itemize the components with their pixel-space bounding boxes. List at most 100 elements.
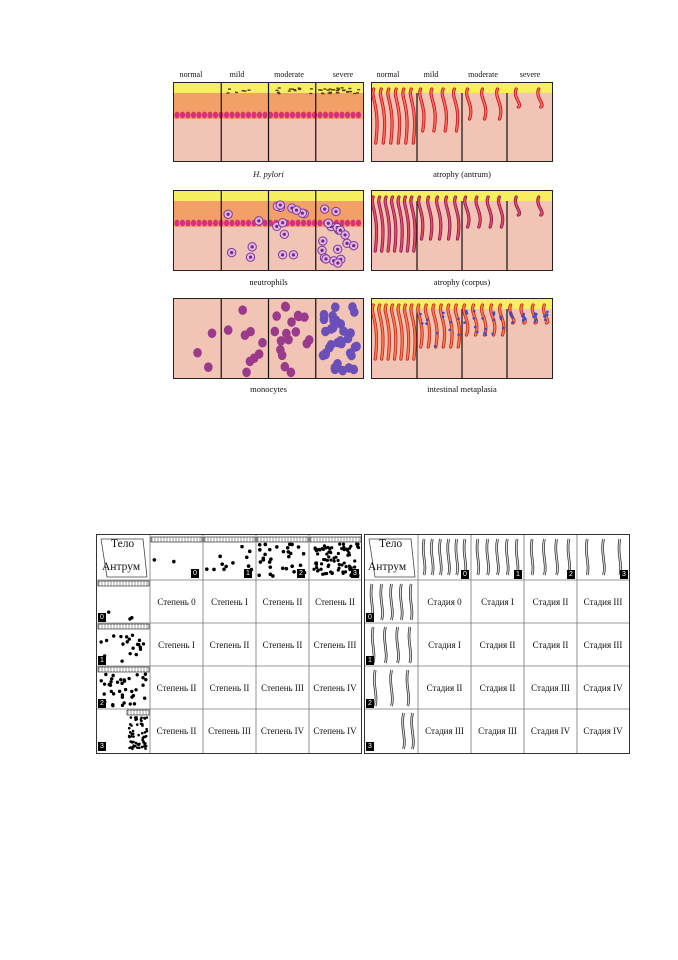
gland-lumen — [455, 538, 459, 576]
monocyte — [347, 350, 356, 361]
neutrophil-nucleus — [300, 211, 304, 215]
gland-lumen — [383, 626, 387, 664]
gastritis-grade-table: Тело Антрум 0 1 2 3 0 1 2 3 Степень 0 Ст… — [96, 534, 362, 754]
inflammatory-cell — [322, 557, 326, 562]
corner-label-body: Тело — [111, 538, 135, 550]
bacterium — [328, 92, 332, 95]
inflammatory-cell — [327, 563, 331, 567]
inflammatory-cell — [132, 702, 137, 706]
monocyte — [207, 328, 217, 339]
grade-cell: Степень II — [262, 596, 303, 607]
goblet-cell — [472, 309, 476, 313]
gland-core — [410, 196, 416, 252]
neutrophil-nucleus — [352, 244, 356, 248]
inflammatory-cell — [115, 680, 120, 684]
nucleus — [240, 219, 246, 227]
nucleus — [284, 111, 290, 119]
nucleus — [262, 219, 268, 227]
gland-core — [514, 88, 521, 108]
bacterium — [276, 91, 280, 94]
inflammatory-cell — [102, 682, 107, 686]
inflammatory-cell — [341, 570, 345, 574]
bacterium — [336, 89, 340, 92]
inflammatory-cell — [330, 571, 334, 576]
nucleus — [317, 111, 323, 119]
neutrophil-nucleus — [294, 208, 299, 212]
goblet-cell — [492, 318, 496, 322]
epithelium-strip — [126, 709, 150, 716]
monocyte — [291, 327, 301, 337]
inflammatory-cell — [127, 734, 131, 738]
inflammatory-cell — [106, 610, 111, 614]
inflammatory-cell — [120, 681, 124, 686]
header-moderate: moderate — [274, 70, 304, 79]
inflammatory-cell — [353, 559, 357, 563]
goblet-cell — [457, 317, 460, 321]
nucleus — [273, 111, 279, 119]
stage-cell: Стадия II — [479, 682, 516, 693]
inflammatory-cell — [145, 727, 148, 731]
goblet-cell — [509, 313, 513, 317]
row-index: 2 — [98, 699, 106, 708]
inflammatory-cell — [124, 635, 129, 639]
stage-cell: Стадия III — [583, 596, 623, 607]
inflammatory-cell — [344, 564, 348, 569]
nucleus — [339, 111, 345, 119]
monocyte — [276, 336, 286, 346]
row-index: 1 — [98, 656, 106, 665]
corner-label-antrum: Антрум — [368, 561, 407, 573]
epithelium-strip — [309, 536, 361, 543]
nucleus — [234, 219, 241, 227]
inflammatory-cell — [125, 640, 129, 644]
epithelium-strip — [203, 536, 256, 543]
inflammatory-cell — [288, 551, 293, 556]
gland-core — [441, 88, 448, 132]
inflammatory-cell — [144, 747, 147, 750]
neutrophil-nucleus — [324, 257, 328, 261]
gland-core — [463, 196, 470, 228]
panel-monocytes — [173, 298, 364, 379]
goblet-cell — [522, 318, 525, 322]
nucleus — [190, 219, 197, 227]
header-mild: mild — [229, 70, 245, 79]
bacterium — [275, 89, 279, 92]
neutrophil-nucleus — [257, 219, 261, 223]
gland-core — [495, 88, 502, 120]
inflammatory-cell — [220, 562, 225, 566]
grade-cell: Степень IV — [313, 682, 357, 693]
monocyte — [281, 302, 291, 312]
gland-lumen — [408, 626, 412, 664]
goblet-cell — [545, 313, 549, 317]
gland-lumen — [476, 538, 480, 576]
inflammatory-cell — [301, 551, 306, 556]
inflammatory-cell — [127, 637, 131, 641]
stage-cell: Стадия III — [583, 639, 623, 650]
bacterium — [319, 89, 323, 91]
inflammatory-cell — [120, 693, 125, 697]
inflammatory-cell — [135, 723, 139, 726]
gland-core — [489, 304, 496, 336]
gland-core — [426, 196, 433, 240]
inflammatory-cell — [347, 564, 352, 568]
inflammatory-cell — [314, 562, 319, 566]
row-index: 0 — [98, 613, 106, 622]
gland-core — [432, 304, 438, 348]
gland-lumen — [430, 538, 434, 576]
nucleus — [229, 219, 235, 227]
goblet-cell — [442, 311, 445, 315]
bacterium — [309, 88, 313, 90]
nucleus — [278, 111, 285, 119]
corner-frame — [100, 538, 148, 578]
inflammatory-cell — [137, 642, 141, 647]
goblet-cell — [492, 311, 496, 314]
inflammatory-cell — [286, 554, 291, 559]
neutrophil-nucleus — [321, 239, 325, 243]
neutrophil-nucleus — [275, 224, 279, 228]
gland-lumen — [380, 583, 384, 621]
monocyte — [326, 340, 336, 350]
inflammatory-cell — [117, 689, 122, 694]
inflammatory-cell — [137, 638, 142, 643]
goblet-cell — [476, 330, 479, 334]
inflammatory-cell — [212, 567, 216, 572]
goblet-cell — [472, 317, 476, 320]
